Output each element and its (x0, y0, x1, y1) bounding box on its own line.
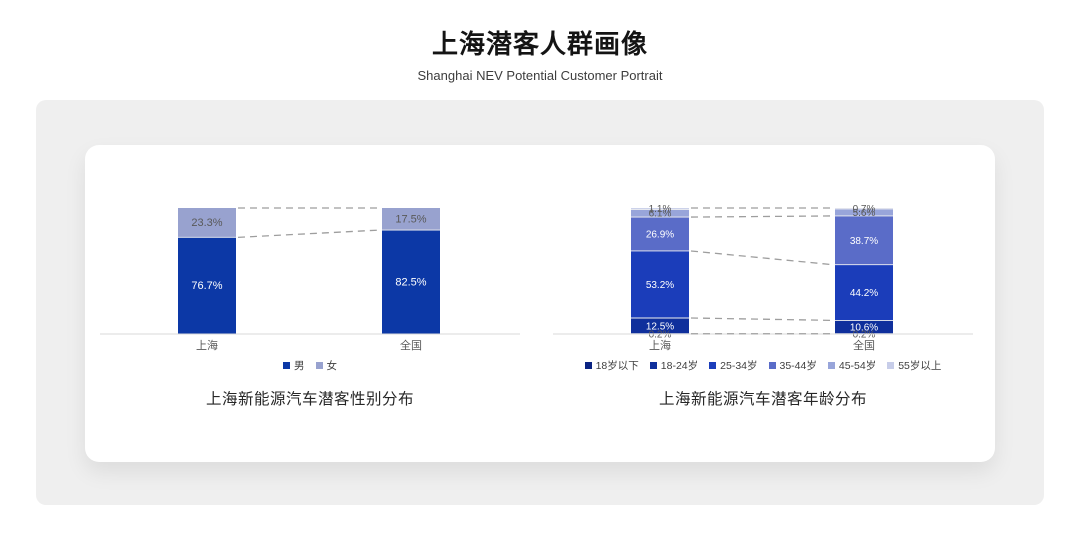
legend-label: 男 (294, 360, 305, 372)
gender-chart: 76.7% 23.3% 上海 82.5% 17.5% 全国 男女 上海新能源汽车潜客性别分… (100, 189, 520, 409)
category-label: 上海 (196, 338, 218, 352)
age-chart-caption: 上海新能源汽车潜客年龄分布 (658, 391, 867, 408)
value-label: 38.7% (850, 236, 878, 247)
legend-swatch (709, 362, 717, 369)
bar-segment (835, 264, 893, 321)
gender-chart-legend: 男女 (283, 358, 337, 373)
bar-segment (382, 208, 440, 231)
bar-segment (835, 320, 893, 334)
age-chart-legend: 18岁以下 18-24岁 25-34岁 35-44岁 45-54岁 55岁以上 (584, 358, 941, 373)
page-title: 上海潜客人群画像 (431, 29, 648, 59)
bar-segment (631, 317, 689, 334)
legend-label: 女 (326, 360, 338, 372)
legend-swatch (649, 362, 657, 369)
value-label: 0.2% (853, 329, 876, 340)
bar-segment (835, 208, 893, 216)
legend-label: 45-54岁 (838, 360, 877, 372)
bar-segment (382, 230, 440, 334)
page-subtitle: Shanghai NEV Potential Customer Portrait (417, 68, 663, 83)
value-label: 0.2% (649, 329, 672, 340)
bar-segment (631, 217, 689, 251)
legend-item: 男 (283, 358, 305, 373)
legend-item: 35-44岁 (768, 358, 817, 373)
bar-segment (631, 250, 689, 318)
legend-item: 25-34岁 (709, 358, 758, 373)
legend-label: 35-44岁 (779, 360, 817, 372)
legend-swatch (315, 362, 323, 369)
value-label: 5.6% (853, 208, 876, 219)
value-label: 82.5% (395, 277, 426, 289)
value-label: 17.5% (395, 214, 426, 226)
content-panel: 76.7% 23.3% 上海 82.5% 17.5% 全国 男女 上海新能源汽车潜客性别分… (36, 100, 1044, 505)
legend-label: 18岁以下 (595, 360, 639, 372)
age-chart: 0.2% 12.5% 53.2% 26.9% 6.1% 1.1% 上海 0.2% 10.6% 44… (553, 189, 973, 409)
legend-swatch (887, 362, 895, 369)
bar-segment (835, 215, 893, 265)
value-label: 23.3% (191, 217, 222, 229)
legend-label: 55岁以上 (898, 360, 942, 372)
value-label: 26.9% (646, 230, 674, 241)
value-label: 76.7% (191, 280, 222, 292)
value-label: 0.7% (853, 204, 876, 215)
legend-swatch (584, 362, 592, 369)
legend-swatch (283, 362, 290, 369)
category-label: 全国 (853, 338, 875, 352)
bar-segment (631, 208, 689, 210)
legend-swatch (768, 362, 776, 369)
connector-line (690, 250, 834, 266)
legend-item: 45-54岁 (827, 358, 877, 373)
legend-item: 女 (315, 358, 338, 373)
charts-row: 76.7% 23.3% 上海 82.5% 17.5% 全国 男女 上海新能源汽车潜客性别分… (100, 189, 973, 409)
legend-label: 25-34岁 (720, 360, 758, 372)
age-chart-plot: 0.2%12.5%53.2%26.9%6.1%1.1%上海0.2%10.6%44… (553, 204, 973, 352)
legend-item: 18-24岁 (649, 358, 699, 373)
bar-segment (178, 237, 236, 334)
value-label: 10.6% (850, 323, 878, 334)
legend-label: 18-24岁 (660, 360, 699, 372)
connector-line (690, 215, 834, 218)
value-label: 44.2% (850, 288, 878, 299)
value-label: 53.2% (646, 280, 674, 291)
value-label: 6.1% (649, 209, 672, 220)
category-label: 上海 (649, 338, 671, 352)
legend-item: 18岁以下 (584, 358, 639, 373)
bar-segment (631, 209, 689, 218)
connector-line (690, 317, 834, 322)
gender-chart-caption: 上海新能源汽车潜客性别分布 (205, 391, 414, 408)
legend-swatch (827, 362, 835, 369)
chart-card: 76.7% 23.3% 上海 82.5% 17.5% 全国 男女 上海新能源汽车潜客性别分… (85, 145, 995, 462)
bar-segment (178, 208, 236, 238)
page-header: 上海潜客人群画像 Shanghai NEV Potential Customer… (0, 24, 1080, 83)
value-label: 12.5% (646, 321, 674, 332)
gender-chart-plot: 76.7% 23.3% 上海 82.5% 17.5% 全国 (100, 207, 520, 352)
category-label: 全国 (400, 338, 422, 352)
connector-line (237, 229, 381, 239)
value-label: 1.1% (649, 204, 672, 215)
legend-item: 55岁以上 (887, 358, 941, 373)
